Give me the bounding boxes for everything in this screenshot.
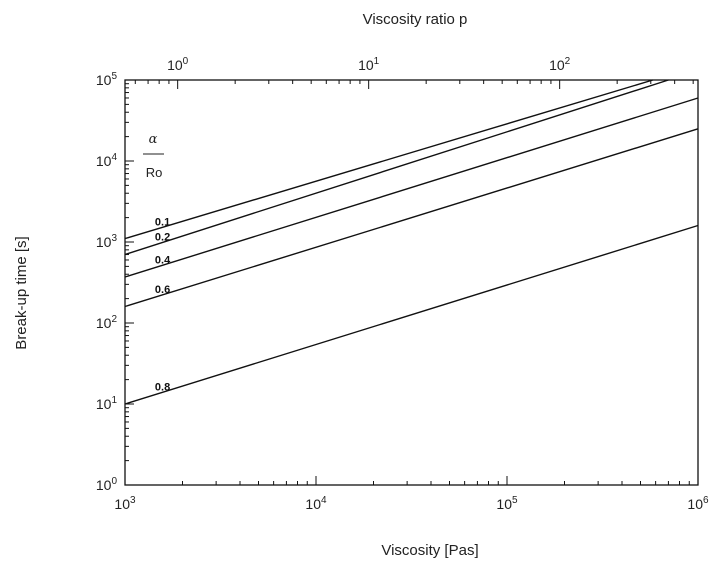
x-tick-label: 106 <box>687 495 709 512</box>
series-line-0-1 <box>124 79 654 240</box>
top-axis-title: Viscosity ratio p <box>363 11 468 28</box>
series-label: 0.2 <box>155 232 170 244</box>
series-label: 0.1 <box>155 216 170 228</box>
y-tick-label: 101 <box>96 395 118 412</box>
legend: α Ro <box>143 132 164 180</box>
plot-frame <box>124 79 699 486</box>
y-tick-label: 104 <box>96 152 118 169</box>
x-tick-label: 105 <box>496 495 518 512</box>
legend-ro: Ro <box>146 165 163 180</box>
top-tick-label: 101 <box>358 56 380 73</box>
series-labels: 0.1 0.2 0.4 0.6 0.8 <box>155 216 171 393</box>
series-label: 0.6 <box>155 284 170 296</box>
series-label: 0.4 <box>155 254 171 266</box>
y-tick-label: 100 <box>96 476 118 493</box>
y-tick-label: 105 <box>96 71 118 88</box>
axis-ticks <box>124 79 699 486</box>
x-tick-label: 103 <box>114 495 136 512</box>
x-tick-label: 104 <box>305 495 327 512</box>
series-line-0-2 <box>124 79 669 256</box>
axis-tick-labels: 103 104 105 106 100 101 102 103 104 105 100 101 102 <box>96 56 709 512</box>
top-tick-label: 102 <box>549 56 571 73</box>
legend-alpha: α <box>149 132 158 147</box>
series-line-0-6 <box>124 128 699 308</box>
series-label: 0.8 <box>155 381 170 393</box>
series-lines <box>124 79 699 405</box>
y-axis-title: Break-up time [s] <box>13 236 30 349</box>
y-tick-label: 102 <box>96 314 118 331</box>
x-axis-title: Viscosity [Pas] <box>381 542 478 559</box>
y-tick-label: 103 <box>96 233 118 250</box>
series-line-0-8 <box>124 224 699 405</box>
top-tick-label: 100 <box>167 56 189 73</box>
series-line-0-4 <box>124 97 699 278</box>
